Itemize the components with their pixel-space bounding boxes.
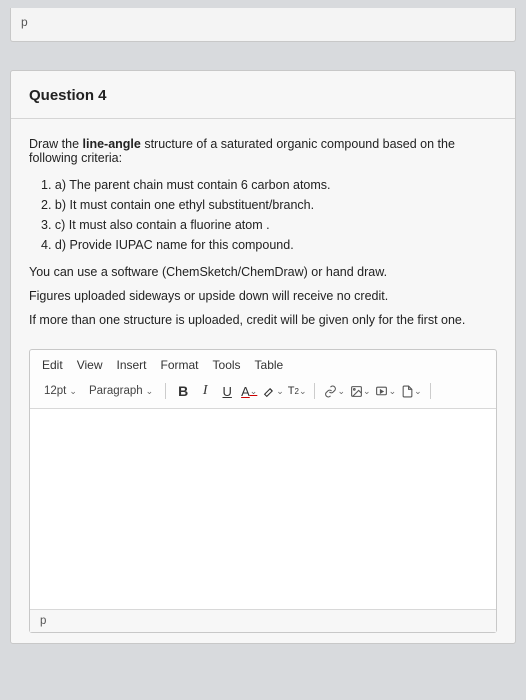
editor-statusbar: p <box>30 609 496 632</box>
toolbar-separator <box>430 383 431 399</box>
chevron-down-icon: ⌄ <box>146 386 154 397</box>
image-button[interactable]: ⌄ <box>349 382 371 400</box>
status-tag: p <box>40 615 46 627</box>
note-orientation: Figures uploaded sideways or upside down… <box>29 289 497 303</box>
italic-button[interactable]: I <box>196 382 214 400</box>
menu-tools[interactable]: Tools <box>213 358 241 372</box>
menu-insert[interactable]: Insert <box>116 358 146 372</box>
criteria-list: 1. a) The parent chain must contain 6 ca… <box>29 175 497 255</box>
prompt-bold: line-angle <box>83 137 141 151</box>
prev-status-tag: p <box>21 15 28 29</box>
chevron-down-icon: ⌄ <box>363 386 371 397</box>
highlight-button[interactable]: ⌄ <box>262 382 284 400</box>
blocktype-value: Paragraph <box>89 385 143 397</box>
link-icon <box>323 384 337 398</box>
chevron-down-icon: ⌄ <box>250 386 258 397</box>
chevron-down-icon: ⌄ <box>337 386 345 397</box>
editor-toolbar: 12pt ⌄ Paragraph ⌄ B I U A⌄ ⌄ <box>30 378 496 409</box>
fontsize-select[interactable]: 12pt ⌄ <box>40 383 81 399</box>
question-title: Question 4 <box>29 87 497 104</box>
blocktype-select[interactable]: Paragraph ⌄ <box>85 383 157 399</box>
chevron-down-icon: ⌄ <box>276 386 284 397</box>
textcolor-button[interactable]: A⌄ <box>240 382 258 400</box>
editor-content-area[interactable] <box>30 409 496 609</box>
menu-format[interactable]: Format <box>161 358 199 372</box>
document-icon <box>400 384 414 398</box>
chevron-down-icon: ⌄ <box>299 386 307 397</box>
menu-edit[interactable]: Edit <box>42 358 63 372</box>
media-button[interactable]: ⌄ <box>375 382 397 400</box>
question-card: Question 4 Draw the line-angle structure… <box>10 70 516 644</box>
toolbar-separator <box>314 383 315 399</box>
rich-text-editor: Edit View Insert Format Tools Table 12pt… <box>29 349 497 633</box>
question-prompt: Draw the line-angle structure of a satur… <box>29 137 497 165</box>
highlight-icon <box>262 384 276 398</box>
chevron-down-icon: ⌄ <box>389 386 397 397</box>
criteria-item: 4. d) Provide IUPAC name for this compou… <box>41 235 497 255</box>
note-software: You can use a software (ChemSketch/ChemD… <box>29 265 497 279</box>
link-button[interactable]: ⌄ <box>323 382 345 400</box>
editor-menubar: Edit View Insert Format Tools Table <box>30 350 496 378</box>
superscript-button[interactable]: T2⌄ <box>288 382 307 400</box>
chevron-down-icon: ⌄ <box>69 386 77 397</box>
question-header: Question 4 <box>11 71 515 119</box>
criteria-item: 3. c) It must also contain a fluorine at… <box>41 215 497 235</box>
underline-button[interactable]: U <box>218 382 236 400</box>
chevron-down-icon: ⌄ <box>414 386 422 397</box>
bold-button[interactable]: B <box>174 382 192 400</box>
fontsize-value: 12pt <box>44 385 66 397</box>
question-body: Draw the line-angle structure of a satur… <box>11 119 515 643</box>
note-first-only: If more than one structure is uploaded, … <box>29 313 497 327</box>
textcolor-label: A <box>241 384 250 399</box>
document-button[interactable]: ⌄ <box>400 382 422 400</box>
previous-question-footer: p <box>10 8 516 42</box>
image-icon <box>349 384 363 398</box>
superscript-base: T <box>288 385 295 397</box>
media-icon <box>375 384 389 398</box>
prompt-pre: Draw the <box>29 137 83 151</box>
toolbar-separator <box>165 383 166 399</box>
criteria-item: 2. b) It must contain one ethyl substitu… <box>41 195 497 215</box>
criteria-item: 1. a) The parent chain must contain 6 ca… <box>41 175 497 195</box>
menu-table[interactable]: Table <box>255 358 284 372</box>
menu-view[interactable]: View <box>77 358 103 372</box>
